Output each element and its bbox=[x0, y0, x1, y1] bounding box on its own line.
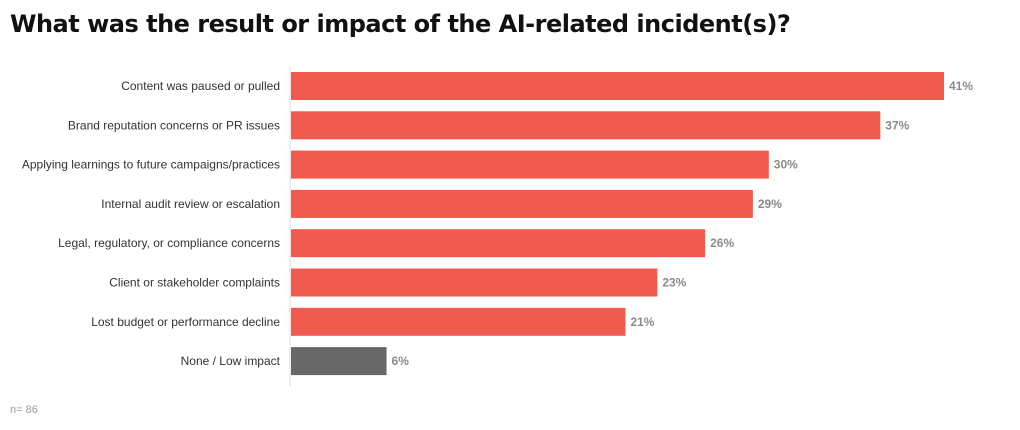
bar bbox=[291, 347, 387, 376]
bar bbox=[291, 150, 769, 179]
bar bbox=[291, 189, 753, 218]
category-label: Legal, regulatory, or compliance concern… bbox=[58, 236, 280, 250]
category-label: Lost budget or performance decline bbox=[91, 315, 280, 329]
value-label: 30% bbox=[774, 158, 798, 172]
value-label: 41% bbox=[949, 79, 973, 93]
bar bbox=[291, 229, 706, 258]
category-label: Internal audit review or escalation bbox=[101, 197, 280, 211]
chart-title: What was the result or impact of the AI-… bbox=[10, 10, 791, 38]
value-label: 23% bbox=[662, 276, 686, 290]
value-label: 29% bbox=[758, 197, 782, 211]
bar bbox=[291, 268, 658, 297]
category-label: Content was paused or pulled bbox=[121, 79, 280, 93]
category-label: Applying learnings to future campaigns/p… bbox=[22, 158, 280, 172]
value-label: 37% bbox=[885, 118, 909, 132]
category-label: None / Low impact bbox=[181, 354, 281, 368]
value-label: 6% bbox=[392, 354, 410, 368]
category-label: Client or stakeholder complaints bbox=[109, 276, 280, 290]
value-label: 21% bbox=[630, 315, 654, 329]
bar bbox=[291, 307, 626, 336]
value-label: 26% bbox=[710, 236, 734, 250]
bar bbox=[291, 72, 944, 100]
category-label: Brand reputation concerns or PR issues bbox=[68, 118, 280, 132]
sample-size-note: n= 86 bbox=[10, 404, 38, 416]
bar bbox=[291, 111, 881, 140]
